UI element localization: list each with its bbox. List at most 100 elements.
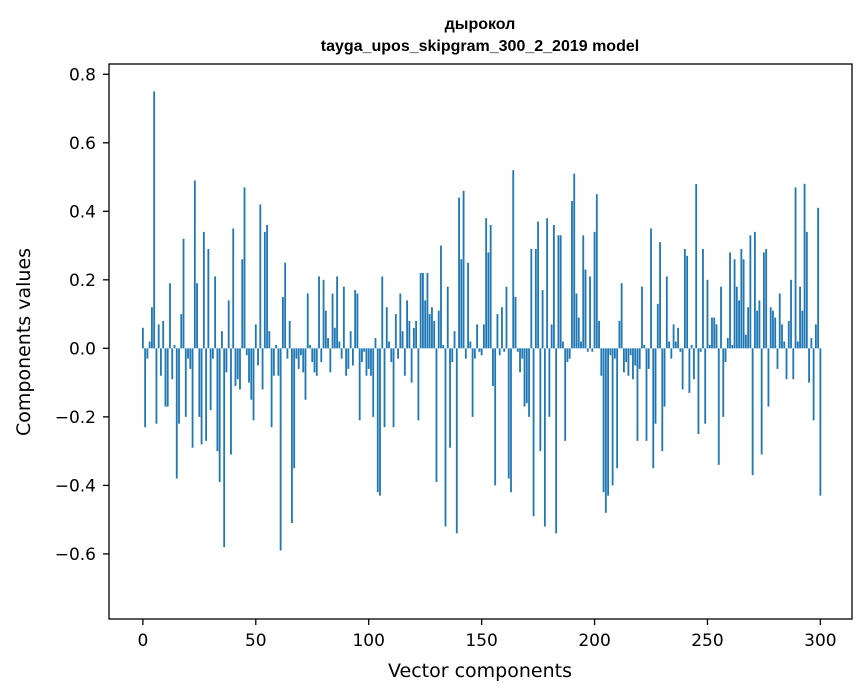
bar <box>160 348 162 376</box>
bar <box>286 348 289 359</box>
bar <box>322 279 325 349</box>
bar <box>713 317 716 349</box>
bar <box>733 259 736 349</box>
bar <box>175 348 178 479</box>
bar <box>187 348 189 359</box>
bar <box>586 348 589 352</box>
bar <box>376 348 379 493</box>
bar <box>374 338 377 349</box>
bar <box>476 324 479 349</box>
bar <box>458 197 460 349</box>
bar <box>665 276 668 349</box>
bar <box>487 252 490 349</box>
bar <box>243 187 246 349</box>
bar <box>541 290 544 349</box>
bar <box>435 348 438 482</box>
bar <box>507 348 510 479</box>
bar <box>266 225 268 349</box>
bar <box>702 249 704 349</box>
bar <box>324 310 327 349</box>
bar <box>607 348 609 496</box>
bar <box>548 348 551 417</box>
bar <box>663 348 666 407</box>
bar <box>446 286 449 349</box>
bar <box>354 290 357 349</box>
x-tick-label: 200 <box>578 631 610 651</box>
bar <box>647 348 650 369</box>
bar <box>209 348 212 411</box>
bar <box>184 348 187 417</box>
bar <box>261 348 264 390</box>
bar <box>799 286 801 349</box>
bar <box>252 348 255 421</box>
bar <box>309 344 311 349</box>
bar <box>534 249 537 349</box>
bar <box>284 262 287 349</box>
bar <box>564 348 567 441</box>
bar <box>591 348 594 352</box>
bar <box>778 293 781 349</box>
bar <box>304 348 307 400</box>
bar <box>812 348 815 421</box>
bar <box>417 348 420 421</box>
bar <box>342 286 345 349</box>
bar <box>173 344 176 349</box>
bar <box>489 225 492 349</box>
bar <box>482 324 485 349</box>
bar <box>352 348 354 366</box>
bar <box>403 348 406 376</box>
bar <box>151 307 153 349</box>
bar <box>460 259 463 349</box>
bar <box>562 341 564 349</box>
bar <box>257 348 259 366</box>
bar <box>451 348 454 363</box>
bar <box>207 249 210 349</box>
bar <box>668 341 670 349</box>
bar <box>744 334 747 349</box>
bar <box>211 348 214 359</box>
bar <box>347 348 350 369</box>
bar <box>422 272 424 349</box>
bar <box>155 348 158 424</box>
bar <box>370 348 372 376</box>
bar <box>801 310 804 349</box>
bar <box>444 348 447 527</box>
bar <box>473 348 476 359</box>
bar <box>661 348 664 452</box>
bar <box>808 348 810 383</box>
bar <box>645 348 648 441</box>
bar <box>153 91 156 349</box>
bar <box>749 235 752 349</box>
bar <box>516 348 519 352</box>
y-tick-label: 0.8 <box>69 65 96 85</box>
bar <box>318 276 320 349</box>
bar <box>672 324 675 349</box>
bar <box>157 324 160 349</box>
bar <box>593 231 596 349</box>
bar <box>164 348 167 407</box>
bar <box>582 235 585 349</box>
x-tick-label: 150 <box>465 631 497 651</box>
bar <box>297 348 300 369</box>
bar <box>372 348 375 417</box>
bar <box>523 348 526 407</box>
bar <box>722 348 725 417</box>
bar <box>279 348 282 551</box>
bar-series <box>141 91 822 551</box>
bar <box>428 314 431 349</box>
bar <box>442 344 445 349</box>
bar <box>494 348 497 486</box>
bar <box>573 173 576 349</box>
bar <box>198 348 201 417</box>
x-tick-label: 100 <box>352 631 384 651</box>
bar <box>717 348 720 465</box>
bar <box>525 348 528 404</box>
bar <box>358 348 361 421</box>
bar <box>805 231 808 349</box>
y-tick-label: 0.6 <box>69 134 96 154</box>
bar <box>679 348 682 352</box>
bar <box>214 276 217 349</box>
bar <box>327 338 329 349</box>
bar <box>753 231 756 349</box>
bar <box>162 320 165 349</box>
